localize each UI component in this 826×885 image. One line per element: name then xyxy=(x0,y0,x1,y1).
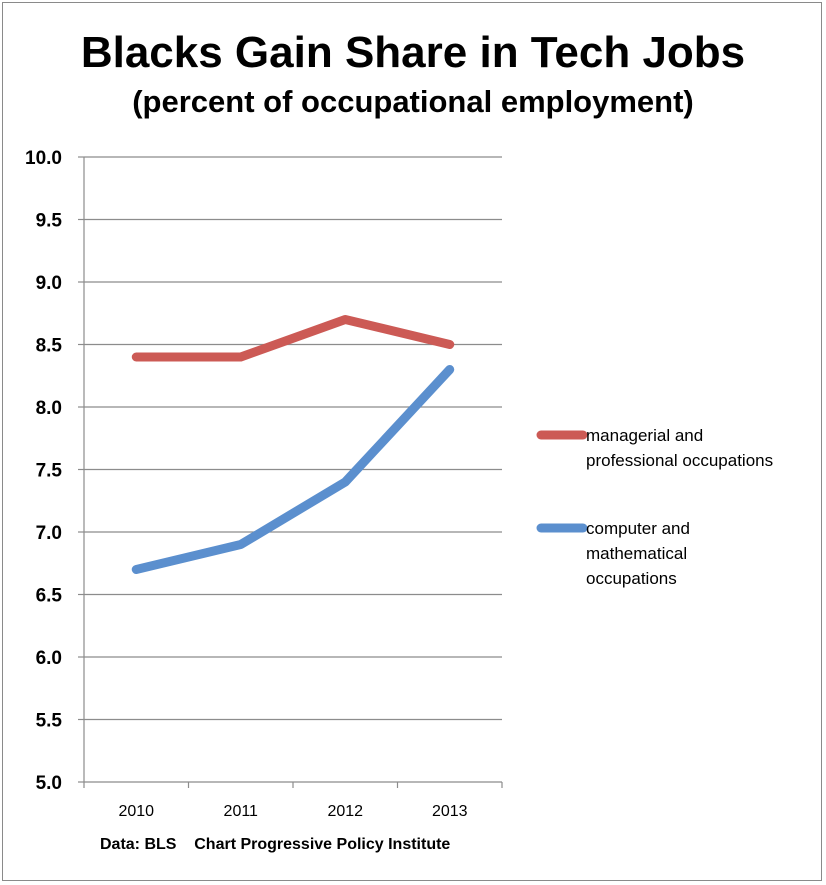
data-point xyxy=(135,356,137,358)
x-axis-ticks: 2010 2011 2012 2013 xyxy=(118,803,467,820)
y-tick-label: 6.0 xyxy=(36,648,62,669)
gridlines xyxy=(84,156,502,721)
chart-title: Blacks Gain Share in Tech Jobs xyxy=(80,28,746,77)
data-point xyxy=(449,369,451,370)
data-point xyxy=(344,481,346,483)
legend: managerial and professional occupations co… xyxy=(536,426,773,588)
legend-label: mathematical xyxy=(586,544,687,563)
x-tick-label: 2010 xyxy=(118,803,154,820)
x-tick-label: 2012 xyxy=(327,803,363,820)
y-tick-label: 5.5 xyxy=(36,711,63,732)
y-tick-label: 5.0 xyxy=(36,773,62,794)
data-point xyxy=(240,356,242,358)
data-point xyxy=(449,344,451,345)
chart-subtitle: (percent of occupational employment) xyxy=(132,84,694,119)
y-tick-label: 6.5 xyxy=(36,586,63,607)
legend-label: managerial and xyxy=(586,426,703,445)
y-tick-label: 8.5 xyxy=(36,336,63,357)
data-point xyxy=(135,569,137,570)
x-tick-label: 2013 xyxy=(432,803,468,820)
legend-label: professional occupations xyxy=(586,451,773,470)
legend-label: occupations xyxy=(586,569,677,588)
y-axis-ticks: 5.0 5.5 6.0 6.5 7.0 7.5 8.0 8.5 9.0 9.5 10.0 xyxy=(25,148,62,794)
data-point xyxy=(240,544,242,545)
y-tick-label: 10.0 xyxy=(25,148,62,169)
y-tick-label: 9.5 xyxy=(36,211,63,232)
y-tick-label: 8.0 xyxy=(36,398,62,419)
y-tick-label: 9.0 xyxy=(36,273,62,294)
y-tick-label: 7.0 xyxy=(36,523,62,544)
series-lines xyxy=(131,315,455,574)
series-line-1 xyxy=(131,365,455,574)
source-footer: Data: BLS Chart Progressive Policy Insti… xyxy=(100,836,450,853)
data-point xyxy=(344,319,346,320)
series-line-0 xyxy=(131,315,455,362)
x-tick-label: 2011 xyxy=(224,803,259,820)
legend-label: computer and xyxy=(586,519,690,538)
y-tick-label: 7.5 xyxy=(36,461,63,482)
axes xyxy=(78,156,503,788)
